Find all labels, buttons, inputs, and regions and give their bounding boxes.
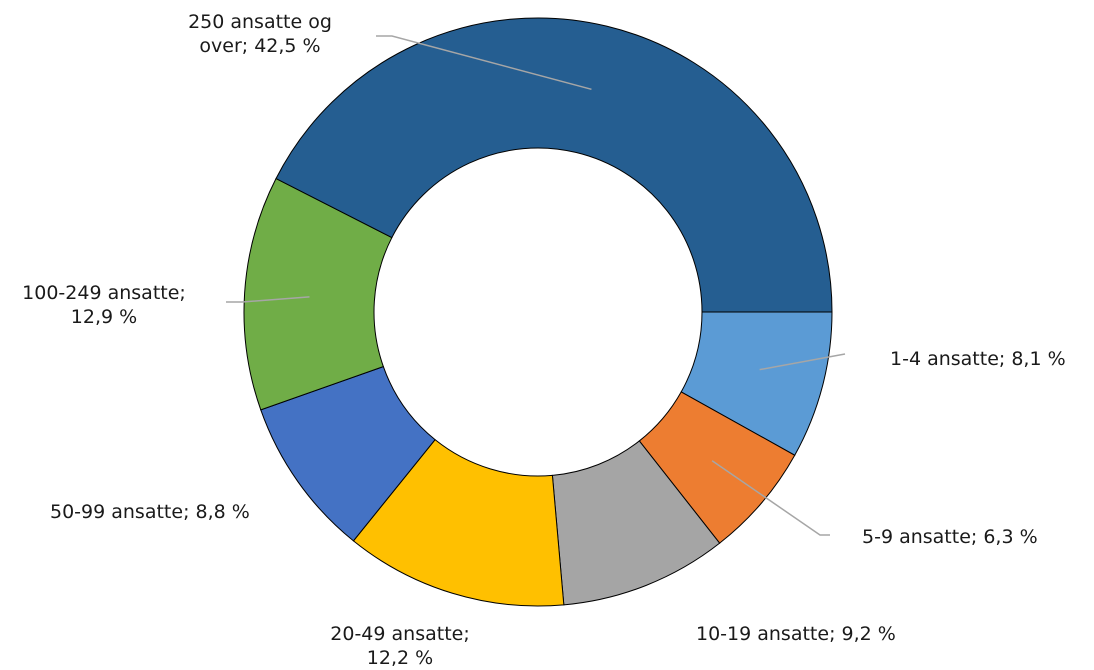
leader-line-1-4-ansatte: [759, 353, 846, 371]
data-label-10-19: 10-19 ansatte; 9,2 %: [696, 623, 896, 645]
data-label-100-249: 100-249 ansatte; 12,9 %: [22, 282, 186, 328]
slice-250-ansatte-og-over: [275, 17, 833, 313]
data-label-50-99: 50-99 ansatte; 8,8 %: [50, 501, 250, 523]
data-label-1-4: 1-4 ansatte; 8,1 %: [890, 348, 1066, 370]
data-label-250-plus: 250 ansatte og over; 42,5 %: [188, 11, 332, 57]
data-label-20-49: 20-49 ansatte; 12,2 %: [330, 623, 470, 669]
leader-line-250-ansatte-og-over: [376, 35, 592, 91]
leader-line-5-9-ansatte: [711, 460, 830, 536]
leader-lines: [226, 35, 846, 536]
data-label-5-9: 5-9 ansatte; 6,3 %: [862, 526, 1038, 548]
donut-slices: [243, 17, 833, 607]
leader-line-100-249-ansatte: [226, 296, 310, 303]
